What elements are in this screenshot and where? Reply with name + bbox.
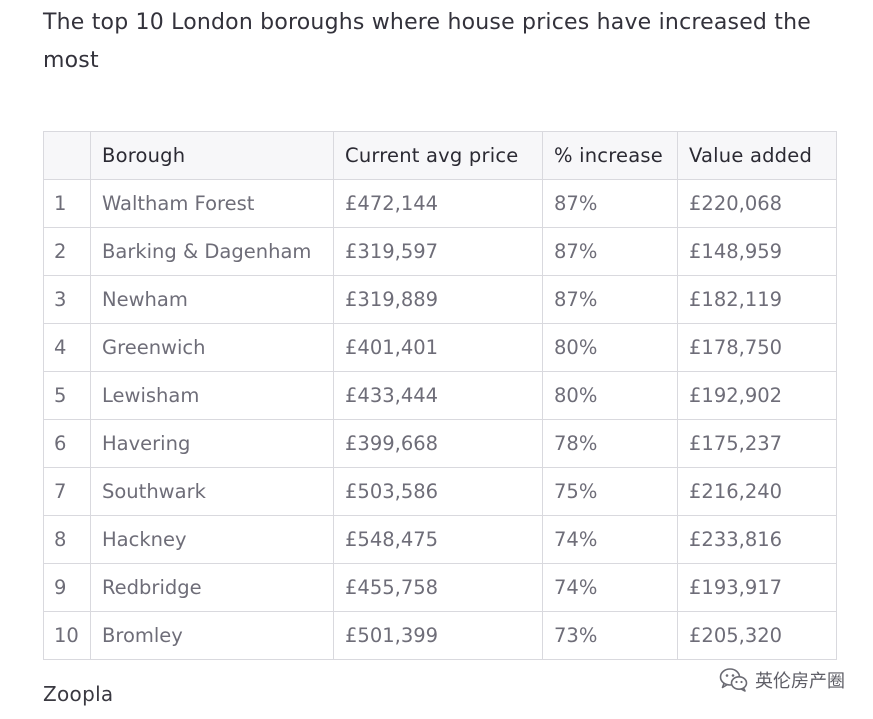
cell-rank: 3	[43, 275, 91, 324]
cell-value-added: £148,959	[677, 227, 837, 276]
cell-borough: Waltham Forest	[90, 179, 334, 228]
cell-value-added: £192,902	[677, 371, 837, 420]
cell-value-added: £233,816	[677, 515, 837, 564]
cell-value-added: £220,068	[677, 179, 837, 228]
cell-increase: 87%	[542, 227, 678, 276]
cell-increase: 78%	[542, 419, 678, 468]
cell-increase: 87%	[542, 179, 678, 228]
table-row: 3 Newham £319,889 87% £182,119	[43, 275, 837, 324]
cell-rank: 8	[43, 515, 91, 564]
cell-value-added: £175,237	[677, 419, 837, 468]
cell-price: £433,444	[333, 371, 543, 420]
cell-borough: Newham	[90, 275, 334, 324]
cell-price: £319,597	[333, 227, 543, 276]
cell-borough: Redbridge	[90, 563, 334, 612]
cell-value-added: £216,240	[677, 467, 837, 516]
cell-value-added: £182,119	[677, 275, 837, 324]
cell-borough: Bromley	[90, 611, 334, 660]
header-percent-increase: % increase	[542, 131, 678, 180]
table-row: 6 Havering £399,668 78% £175,237	[43, 419, 837, 468]
cell-increase: 80%	[542, 323, 678, 372]
cell-increase: 87%	[542, 275, 678, 324]
header-borough: Borough	[90, 131, 334, 180]
cell-borough: Havering	[90, 419, 334, 468]
watermark-text: 英伦房产圈	[755, 671, 845, 692]
cell-rank: 5	[43, 371, 91, 420]
cell-price: £399,668	[333, 419, 543, 468]
cell-increase: 75%	[542, 467, 678, 516]
cell-price: £548,475	[333, 515, 543, 564]
table-row: 5 Lewisham £433,444 80% £192,902	[43, 371, 837, 420]
header-value-added: Value added	[677, 131, 837, 180]
cell-price: £501,399	[333, 611, 543, 660]
table-header-row: Borough Current avg price % increase Val…	[43, 131, 837, 180]
table-row: 1 Waltham Forest £472,144 87% £220,068	[43, 179, 837, 228]
table-row: 8 Hackney £548,475 74% £233,816	[43, 515, 837, 564]
cell-increase: 74%	[542, 515, 678, 564]
cell-rank: 1	[43, 179, 91, 228]
cell-value-added: £178,750	[677, 323, 837, 372]
cell-price: £472,144	[333, 179, 543, 228]
cell-increase: 73%	[542, 611, 678, 660]
table-row: 2 Barking & Dagenham £319,597 87% £148,9…	[43, 227, 837, 276]
header-rank	[43, 131, 91, 180]
cell-increase: 74%	[542, 563, 678, 612]
table-row: 7 Southwark £503,586 75% £216,240	[43, 467, 837, 516]
cell-increase: 80%	[542, 371, 678, 420]
cell-borough: Lewisham	[90, 371, 334, 420]
boroughs-table: Borough Current avg price % increase Val…	[43, 131, 837, 660]
watermark: 英伦房产圈	[719, 667, 845, 693]
cell-rank: 7	[43, 467, 91, 516]
cell-price: £455,758	[333, 563, 543, 612]
cell-borough: Greenwich	[90, 323, 334, 372]
cell-rank: 10	[43, 611, 91, 660]
header-current-avg-price: Current avg price	[333, 131, 543, 180]
cell-price: £503,586	[333, 467, 543, 516]
wechat-icon	[719, 667, 749, 693]
cell-value-added: £193,917	[677, 563, 837, 612]
cell-rank: 9	[43, 563, 91, 612]
cell-price: £401,401	[333, 323, 543, 372]
cell-borough: Barking & Dagenham	[90, 227, 334, 276]
cell-borough: Southwark	[90, 467, 334, 516]
table-row: 10 Bromley £501,399 73% £205,320	[43, 611, 837, 660]
table-row: 9 Redbridge £455,758 74% £193,917	[43, 563, 837, 612]
table-row: 4 Greenwich £401,401 80% £178,750	[43, 323, 837, 372]
cell-rank: 4	[43, 323, 91, 372]
cell-price: £319,889	[333, 275, 543, 324]
source-credit: Zoopla	[43, 682, 114, 706]
cell-rank: 2	[43, 227, 91, 276]
boroughs-table-container: Borough Current avg price % increase Val…	[43, 131, 837, 660]
cell-value-added: £205,320	[677, 611, 837, 660]
page-title: The top 10 London boroughs where house p…	[43, 10, 811, 73]
cell-borough: Hackney	[90, 515, 334, 564]
cell-rank: 6	[43, 419, 91, 468]
